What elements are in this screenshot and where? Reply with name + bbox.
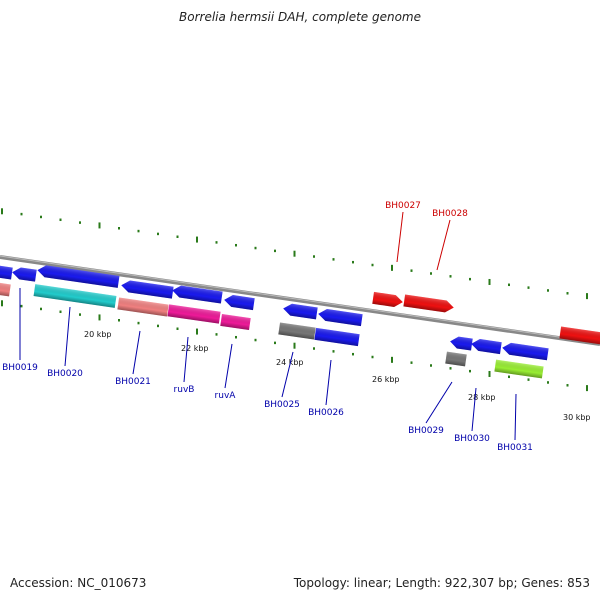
gene-bh0029[interactable]	[445, 351, 467, 367]
gene-ruvb[interactable]	[167, 304, 221, 324]
gene-g17[interactable]	[449, 335, 473, 351]
tick-label: 22 kbp	[181, 344, 209, 353]
gene-label[interactable]: ruvB	[174, 385, 195, 395]
gene-g20[interactable]	[501, 342, 549, 361]
tick-label: 30 kbp	[563, 413, 591, 422]
gene-label[interactable]: ruvA	[215, 391, 237, 401]
gene-g22[interactable]	[559, 326, 600, 345]
gene-label-line	[471, 387, 477, 432]
gene-label-line	[425, 381, 453, 424]
gene-label[interactable]: BH0028	[432, 209, 468, 219]
gene-label-line	[514, 393, 517, 441]
genome-summary-text: Topology: linear; Length: 922,307 bp; Ge…	[293, 576, 590, 590]
gene-label[interactable]: BH0020	[47, 369, 83, 379]
gene-bh0019[interactable]	[37, 264, 120, 288]
gene-label-lines	[19, 211, 517, 441]
gene-g5[interactable]	[120, 279, 174, 299]
tick-label: 20 kbp	[84, 330, 112, 339]
gene-label-line	[325, 359, 332, 406]
gene-label[interactable]: BH0019	[2, 363, 38, 373]
gene-bh0031[interactable]	[494, 359, 544, 379]
tick-rows	[1, 208, 588, 392]
gene-bh0030[interactable]	[470, 338, 502, 355]
gene-bh0026[interactable]	[314, 327, 360, 347]
gene-ruva[interactable]	[220, 313, 251, 331]
tick-label: 26 kbp	[372, 375, 400, 384]
gene-label-line	[281, 351, 294, 398]
accession-text: Accession: NC_010673	[10, 576, 147, 590]
gene-label-line	[396, 211, 404, 263]
gene-label[interactable]: BH0026	[308, 408, 344, 418]
genome-backbone	[0, 255, 600, 346]
gene-g7[interactable]	[171, 284, 223, 304]
tick-labels: 20 kbp 22 kbp 24 kbp 26 kbp 28 kbp 30 kbp	[84, 330, 591, 422]
gene-label-line	[183, 336, 189, 383]
tick-label: 24 kbp	[276, 358, 304, 367]
gene-label[interactable]: BH0030	[454, 434, 490, 444]
gene-label[interactable]: BH0021	[115, 377, 151, 387]
page-title: Borrelia hermsii DAH, complete genome	[179, 10, 421, 24]
gene-labels: BH0019 BH0020 BH0021 ruvB ruvA BH0025 BH0026 BH…	[2, 201, 533, 453]
gene-label-line	[224, 343, 233, 389]
gene-g0[interactable]	[0, 281, 11, 297]
gene-g13[interactable]	[317, 308, 363, 327]
gene-bh0027[interactable]	[372, 291, 403, 308]
tick-label: 28 kbp	[468, 393, 496, 402]
gene-label-line	[64, 306, 71, 367]
genes	[0, 264, 600, 379]
gene-g2[interactable]	[11, 266, 37, 282]
gene-label[interactable]: BH0031	[497, 443, 533, 453]
genome-backbone-highlight	[0, 255, 600, 344]
gene-g11[interactable]	[282, 303, 318, 320]
gene-g9[interactable]	[223, 294, 255, 311]
gene-label-line	[132, 330, 141, 375]
gene-label[interactable]: BH0029	[408, 426, 444, 436]
gene-label[interactable]: BH0027	[385, 201, 421, 211]
gene-bh0020[interactable]	[33, 284, 117, 308]
gene-label[interactable]: BH0025	[264, 400, 300, 410]
gene-bh0025[interactable]	[278, 322, 316, 340]
gene-label-line	[436, 219, 451, 271]
gene-bh0021[interactable]	[117, 297, 169, 317]
gene-g1[interactable]	[0, 264, 13, 280]
gene-bh0028[interactable]	[403, 294, 454, 313]
